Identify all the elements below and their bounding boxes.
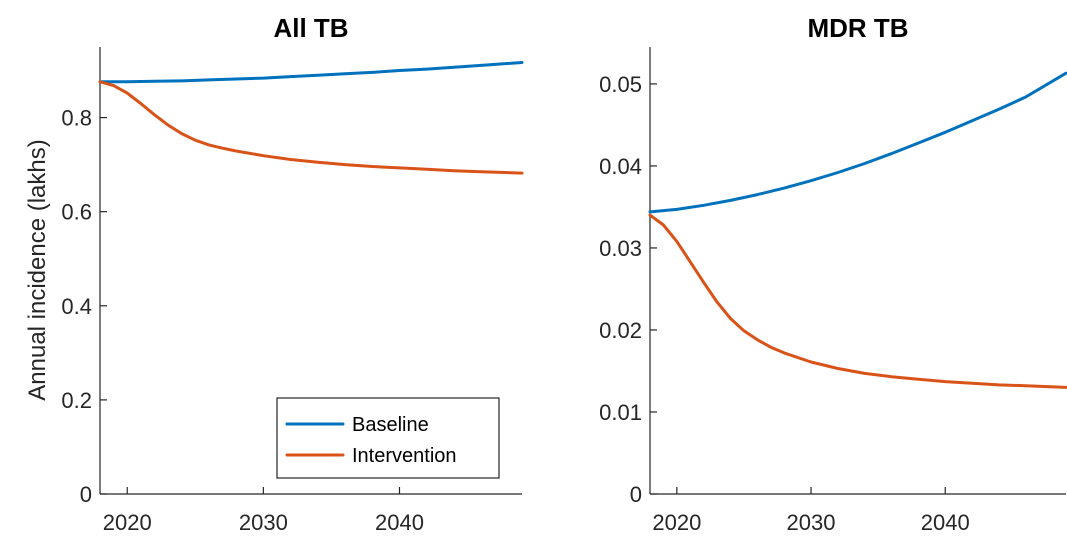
x-tick-label: 2030: [787, 510, 836, 535]
y-axis-label: Annual incidence (lakhs): [24, 139, 51, 400]
legend-box: [276, 397, 500, 479]
x-tick-label: 2040: [921, 510, 970, 535]
panel-mdr-tb: MDR TB 0 0.01 0.02 0.03 0.04 0.05 2020 2030 2040: [599, 13, 1067, 535]
legend-label-intervention: Intervention: [352, 445, 457, 467]
panel-title: All TB: [273, 13, 348, 43]
series-intervention-line: [98, 80, 524, 175]
plot-area: 0 0.01 0.02 0.03 0.04 0.05 2020 2030 2040: [599, 47, 1067, 535]
series-intervention-line: [648, 213, 1067, 389]
y-tick-label: 0.4: [61, 294, 92, 319]
y-tick-label: 0.04: [599, 154, 642, 179]
x-tick-label: 2030: [239, 510, 288, 535]
x-tick-label: 2020: [103, 510, 152, 535]
x-tick-label: 2020: [652, 510, 701, 535]
y-tick-label: 0.6: [61, 200, 92, 225]
series-baseline-line: [648, 71, 1067, 214]
x-tick-label: 2040: [375, 510, 424, 535]
y-tick-label: 0.03: [599, 236, 642, 261]
legend: Baseline Intervention: [276, 397, 500, 479]
y-tick-label: 0.2: [61, 388, 92, 413]
plot-area: 0 0.2 0.4 0.6 0.8 2020 2030 2040: [61, 47, 524, 535]
legend-label-baseline: Baseline: [352, 414, 429, 436]
panel-all-tb: All TB Annual incidence (lakhs) 00.20.40…: [24, 13, 524, 535]
y-tick-label: 0.8: [61, 106, 92, 131]
y-tick-label: 0: [630, 482, 642, 507]
y-tick-label: 0.01: [599, 400, 642, 425]
y-tick-label: 0.05: [599, 72, 642, 97]
series-baseline-line: [98, 61, 524, 84]
y-tick-label: 0.02: [599, 318, 642, 343]
panel-title: MDR TB: [807, 13, 908, 43]
y-tick-label: 0: [80, 482, 92, 507]
